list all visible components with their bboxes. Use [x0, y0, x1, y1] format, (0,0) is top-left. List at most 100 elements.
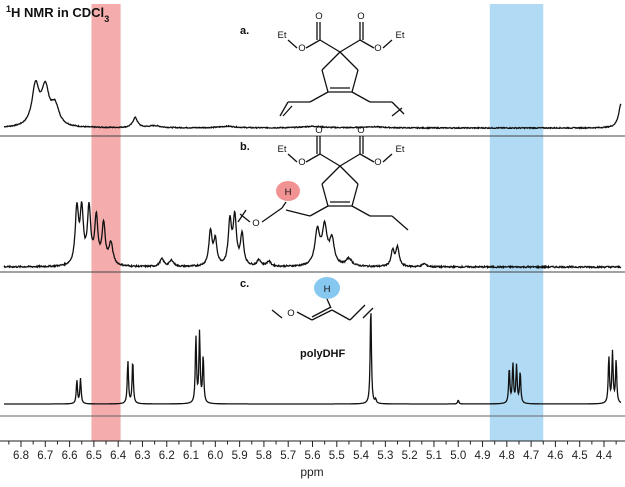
structure-a-ring-bond [321, 69, 329, 93]
highlight-band-1 [91, 4, 121, 441]
title-sup: 1 [6, 4, 11, 14]
structure-c-bond [296, 311, 313, 321]
structure-b-oxygen-label: O [298, 157, 305, 168]
structure-b-ester-bond [359, 153, 375, 163]
structure-a-ethyl-bond [382, 39, 393, 49]
x-tick-label: 6.1 [183, 450, 199, 462]
title-sub: 3 [104, 14, 109, 24]
structure-b-vinyl-bond [309, 205, 329, 217]
spectrum-trace-b [3, 201, 622, 270]
structure-a-squiggle [282, 105, 293, 117]
structure-c-bond [331, 309, 351, 321]
x-tick-label: 4.5 [572, 450, 588, 462]
structure-a-ester-bond [359, 39, 375, 49]
structure-a-vinyl-bond [391, 101, 405, 115]
structure-a-oxygen-label: O [315, 11, 322, 22]
title-main: H NMR in CDCl [11, 5, 104, 20]
x-tick-label: 5.5 [329, 450, 345, 462]
x-tick-label: 5.8 [256, 450, 272, 462]
structure-b-oxygen-label: O [315, 125, 322, 136]
structure-b-ethyl-label: Et [278, 144, 287, 155]
x-tick-label: 4.9 [475, 450, 491, 462]
x-axis-label: ppm [300, 465, 323, 479]
structure-a-ring-bond [351, 69, 359, 93]
structure-b-ring-bond [339, 165, 359, 185]
structure-a-vinyl-bond [351, 91, 371, 103]
structure-b-ethyl-label: Et [396, 144, 405, 155]
structure-b-vinyl-bond [351, 205, 371, 217]
x-tick-label: 5.3 [377, 450, 393, 462]
structure-a-ester-bond [339, 39, 361, 53]
structure-b-ethyl-bond [382, 153, 393, 163]
structure-a-ring-bond [321, 51, 341, 71]
structure-b-ring-bond [321, 183, 329, 207]
x-tick-label: 4.7 [523, 450, 539, 462]
x-tick-label: 6.5 [86, 450, 102, 462]
structure-b-oxygen-label: O [357, 125, 364, 136]
x-tick-label: 4.6 [547, 450, 563, 462]
structure-c-proton-label: H [324, 284, 331, 295]
structure-b-ring-bond [321, 165, 341, 185]
highlight-bands [91, 4, 544, 441]
structure-a-ester-bond [319, 39, 341, 53]
x-tick-label: 4.4 [596, 450, 613, 462]
x-tick-label: 5.9 [232, 450, 248, 462]
structure-c-proton-highlight [314, 277, 340, 299]
structure-b-oxygen-label: O [252, 218, 259, 229]
structure-b-ester-bond [319, 153, 341, 167]
x-tick-label: 4.8 [499, 450, 515, 462]
panel-label-c: c. [240, 278, 249, 290]
structure-b-ester-bond [305, 153, 321, 163]
panel-label-a: a. [240, 25, 249, 37]
structure-c-squiggle [362, 307, 374, 319]
structure-a-ethyl-label: Et [278, 30, 287, 41]
structure-b-ether-bond [239, 213, 251, 223]
structure-c-bond [326, 298, 332, 309]
structure-a-oxygen-label: O [298, 43, 305, 54]
panel-frames [0, 135, 625, 417]
structure-b-squiggle [237, 209, 247, 223]
structure-b-proton-label: H [285, 187, 292, 198]
structure-a-squiggle [391, 107, 403, 117]
x-tick-label: 6.2 [159, 450, 175, 462]
structure-a-ethyl-bond [287, 39, 298, 49]
spectrum-trace-c [4, 313, 622, 405]
structure-c-double-bond [311, 306, 332, 318]
x-tick-label: 6.0 [207, 450, 223, 462]
structure-a-oxygen-label: O [374, 43, 381, 54]
structure-b-vinyl-bond [391, 215, 409, 231]
x-tick-label: 5.7 [280, 450, 296, 462]
x-tick-label: 6.8 [13, 450, 29, 462]
structure-c-oxygen-label: O [287, 308, 294, 319]
polydhf-label: polyDHF [300, 348, 346, 360]
structure-a-ethyl-label: Et [396, 30, 405, 41]
structure-b-ethyl-bond [287, 153, 298, 163]
x-tick-label: 5.6 [305, 450, 321, 462]
chemical-structures: O O Et O O Et O O Et O O Et H O O H [237, 11, 409, 321]
x-tick-label: 5.1 [426, 450, 442, 462]
structure-a-vinyl-bond [279, 101, 289, 117]
structure-b-proton-highlight [276, 181, 300, 201]
structure-b-ether-bond [261, 207, 283, 223]
x-tick-label: 6.6 [62, 450, 78, 462]
spectra-traces [3, 80, 622, 405]
structure-c-bond [349, 304, 366, 321]
spectrum-trace-a [3, 80, 622, 130]
x-axis: 6.8 6.7 6.6 6.5 6.4 6.3 6.2 6.1 6.0 5.9 5.8 5.7 5.6 5… [0, 440, 625, 462]
x-tick-label: 6.7 [37, 450, 53, 462]
structure-a-ring-bond [339, 51, 359, 71]
x-tick-label: 6.3 [134, 450, 150, 462]
structure-b-vinyl-bond [281, 201, 287, 209]
structure-b-vinyl-bond [285, 209, 311, 217]
structure-c-bond [311, 309, 333, 321]
structure-c-squiggle [271, 309, 283, 319]
structure-a-vinyl-bond [309, 91, 329, 103]
structure-a-ester-bond [305, 39, 321, 49]
structure-b-oxygen-label: O [374, 157, 381, 168]
structure-a-oxygen-label: O [357, 11, 364, 22]
x-tick-label: 6.4 [110, 450, 127, 462]
panel-label-b: b. [240, 141, 250, 153]
x-tick-label: 5.4 [353, 450, 370, 462]
